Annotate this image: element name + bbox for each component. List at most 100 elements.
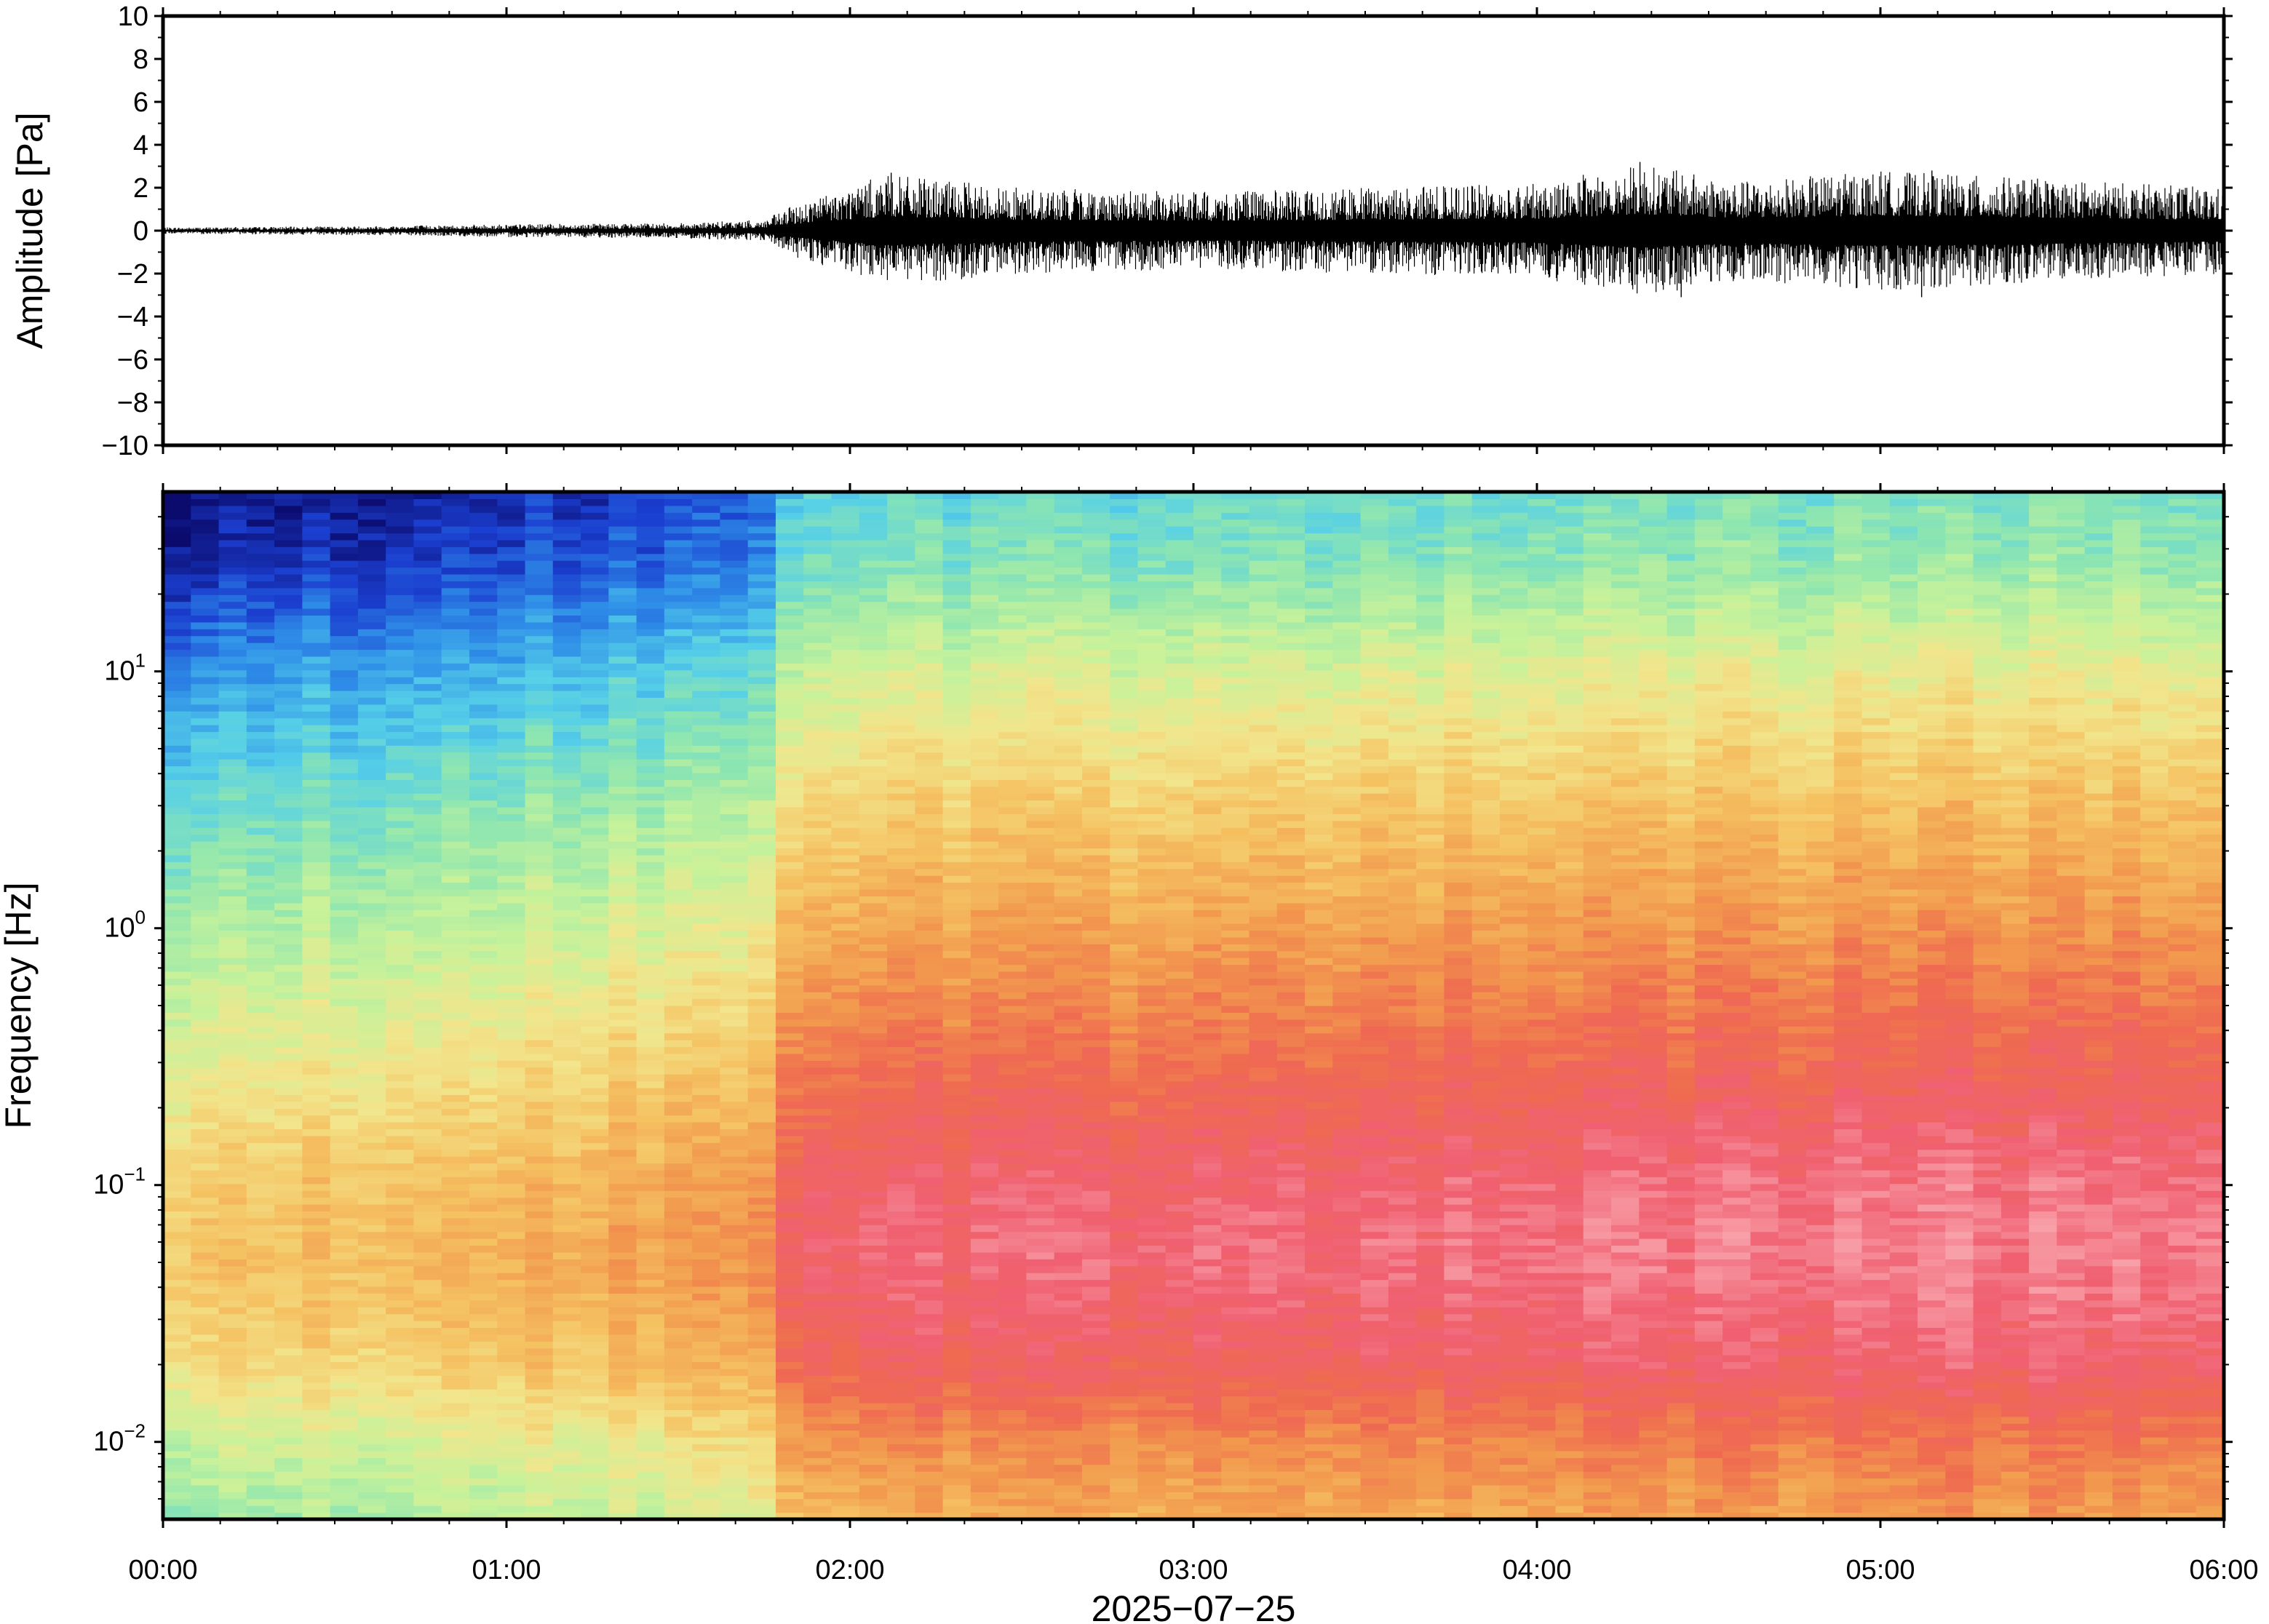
- spectrogram-cell: [1026, 1279, 1055, 1287]
- spectrogram-cell: [942, 745, 971, 753]
- spectrogram-cell: [803, 642, 833, 650]
- spectrogram-cell: [246, 1142, 275, 1150]
- spectrogram-cell: [859, 793, 888, 801]
- spectrogram-cell: [636, 704, 665, 712]
- spectrogram-cell: [970, 1409, 999, 1417]
- spectrogram-cell: [218, 1183, 247, 1191]
- spectrogram-cell: [859, 1396, 888, 1404]
- spectrogram-cell: [581, 601, 609, 609]
- spectrogram-cell: [441, 813, 470, 821]
- spectrogram-cell: [1054, 1416, 1083, 1424]
- spectrogram-cell: [386, 1032, 415, 1040]
- spectrogram-cell: [274, 786, 303, 794]
- spectrogram-cell: [302, 1122, 331, 1130]
- spectrogram-cell: [859, 1080, 888, 1088]
- spectrogram-cell: [747, 1259, 776, 1267]
- spectrogram-cell: [218, 1156, 247, 1164]
- spectrogram-cell: [191, 1450, 220, 1458]
- spectrogram-cell: [636, 1498, 665, 1506]
- spectrogram-cell: [191, 1307, 220, 1315]
- spectrogram-cell: [942, 621, 971, 629]
- spectrogram-cell: [636, 492, 665, 500]
- spectrogram-cell: [887, 1135, 915, 1143]
- spectrogram-cell: [1054, 1355, 1083, 1363]
- spectrogram-cell: [357, 1327, 386, 1335]
- spectrogram-cell: [525, 1197, 554, 1205]
- spectrogram-cell: [887, 1108, 915, 1116]
- spectrogram-cell: [859, 1177, 888, 1185]
- spectrogram-cell: [581, 1006, 609, 1014]
- spectrogram-cell: [803, 683, 833, 691]
- spectrogram-cell: [441, 738, 470, 746]
- spectrogram-cell: [775, 1457, 804, 1465]
- spectrogram-cell: [469, 800, 498, 808]
- spectrogram-cell: [191, 1321, 220, 1329]
- spectrogram-cell: [552, 1423, 581, 1431]
- spectrogram-cell: [1054, 1361, 1083, 1369]
- spectrogram-cell: [831, 1437, 860, 1445]
- spectrogram-cell: [720, 683, 749, 691]
- spectrogram-cell: [636, 998, 665, 1006]
- spectrogram-cell: [386, 992, 415, 1000]
- spectrogram-cell: [357, 1334, 386, 1342]
- spectrogram-cell: [970, 1293, 999, 1301]
- spectrogram-cell: [163, 1368, 191, 1376]
- spectrogram-cell: [859, 950, 888, 958]
- spectrogram-cell: [330, 950, 359, 958]
- spectrogram-cell: [803, 1074, 833, 1082]
- spectrogram-cell: [1026, 992, 1055, 1000]
- spectrogram-cell: [831, 820, 860, 828]
- spectrogram-cell: [581, 608, 609, 616]
- spectrogram-cell: [246, 629, 275, 637]
- spectrogram-cell: [441, 978, 470, 986]
- spectrogram-cell: [720, 1265, 749, 1273]
- spectrogram-cell: [887, 827, 915, 835]
- spectrogram-cell: [1026, 621, 1055, 629]
- spectrogram-cell: [525, 1169, 554, 1177]
- spectrogram-cell: [859, 635, 888, 643]
- spectrogram-cell: [887, 492, 915, 500]
- spectrogram-cell: [831, 738, 860, 746]
- spectrogram-cell: [441, 1423, 470, 1431]
- spectrogram-cell: [915, 1444, 944, 1452]
- spectrogram-cell: [163, 827, 191, 835]
- spectrogram-cell: [887, 1327, 915, 1335]
- spectrogram-cell: [413, 1464, 442, 1472]
- spectrogram-cell: [887, 621, 915, 629]
- spectrogram-cell: [747, 1019, 776, 1027]
- spectrogram-cell: [497, 1231, 526, 1239]
- spectrogram-cell: [831, 1286, 860, 1294]
- spectrogram-cell: [274, 1423, 303, 1431]
- spectrogram-cell: [859, 834, 888, 842]
- spectrogram-cell: [1026, 629, 1055, 637]
- spectrogram-cell: [720, 1087, 749, 1095]
- spectrogram-cell: [163, 1142, 191, 1150]
- spectrogram-cell: [330, 841, 359, 849]
- spectrogram-cell: [552, 936, 581, 944]
- spectrogram-cell: [246, 1409, 275, 1417]
- spectrogram-cell: [386, 1040, 415, 1048]
- spectrogram-cell: [692, 958, 721, 966]
- spectrogram-cell: [970, 1286, 999, 1294]
- spectrogram-cell: [970, 560, 999, 568]
- spectrogram-cell: [942, 560, 971, 568]
- spectrogram-cell: [191, 958, 220, 966]
- spectrogram-cell: [970, 1327, 999, 1335]
- spectrogram-cell: [302, 539, 331, 547]
- spectrogram-cell: [775, 1238, 804, 1246]
- spectrogram-cell: [970, 820, 999, 828]
- spectrogram-cell: [581, 505, 609, 513]
- spectrogram-cell: [497, 1019, 526, 1027]
- spectrogram-cell: [664, 1094, 693, 1102]
- spectrogram-cell: [998, 896, 1027, 904]
- spectrogram-cell: [163, 992, 191, 1000]
- spectrogram-cell: [302, 615, 331, 623]
- spectrogram-cell: [441, 533, 470, 541]
- spectrogram-cell: [692, 1484, 721, 1492]
- spectrogram-cell: [330, 888, 359, 896]
- spectrogram-cell: [386, 1505, 415, 1513]
- spectrogram-cell: [720, 882, 749, 890]
- spectrogram-cell: [859, 1074, 888, 1082]
- spectrogram-cell: [831, 936, 860, 944]
- spectrogram-cell: [970, 587, 999, 595]
